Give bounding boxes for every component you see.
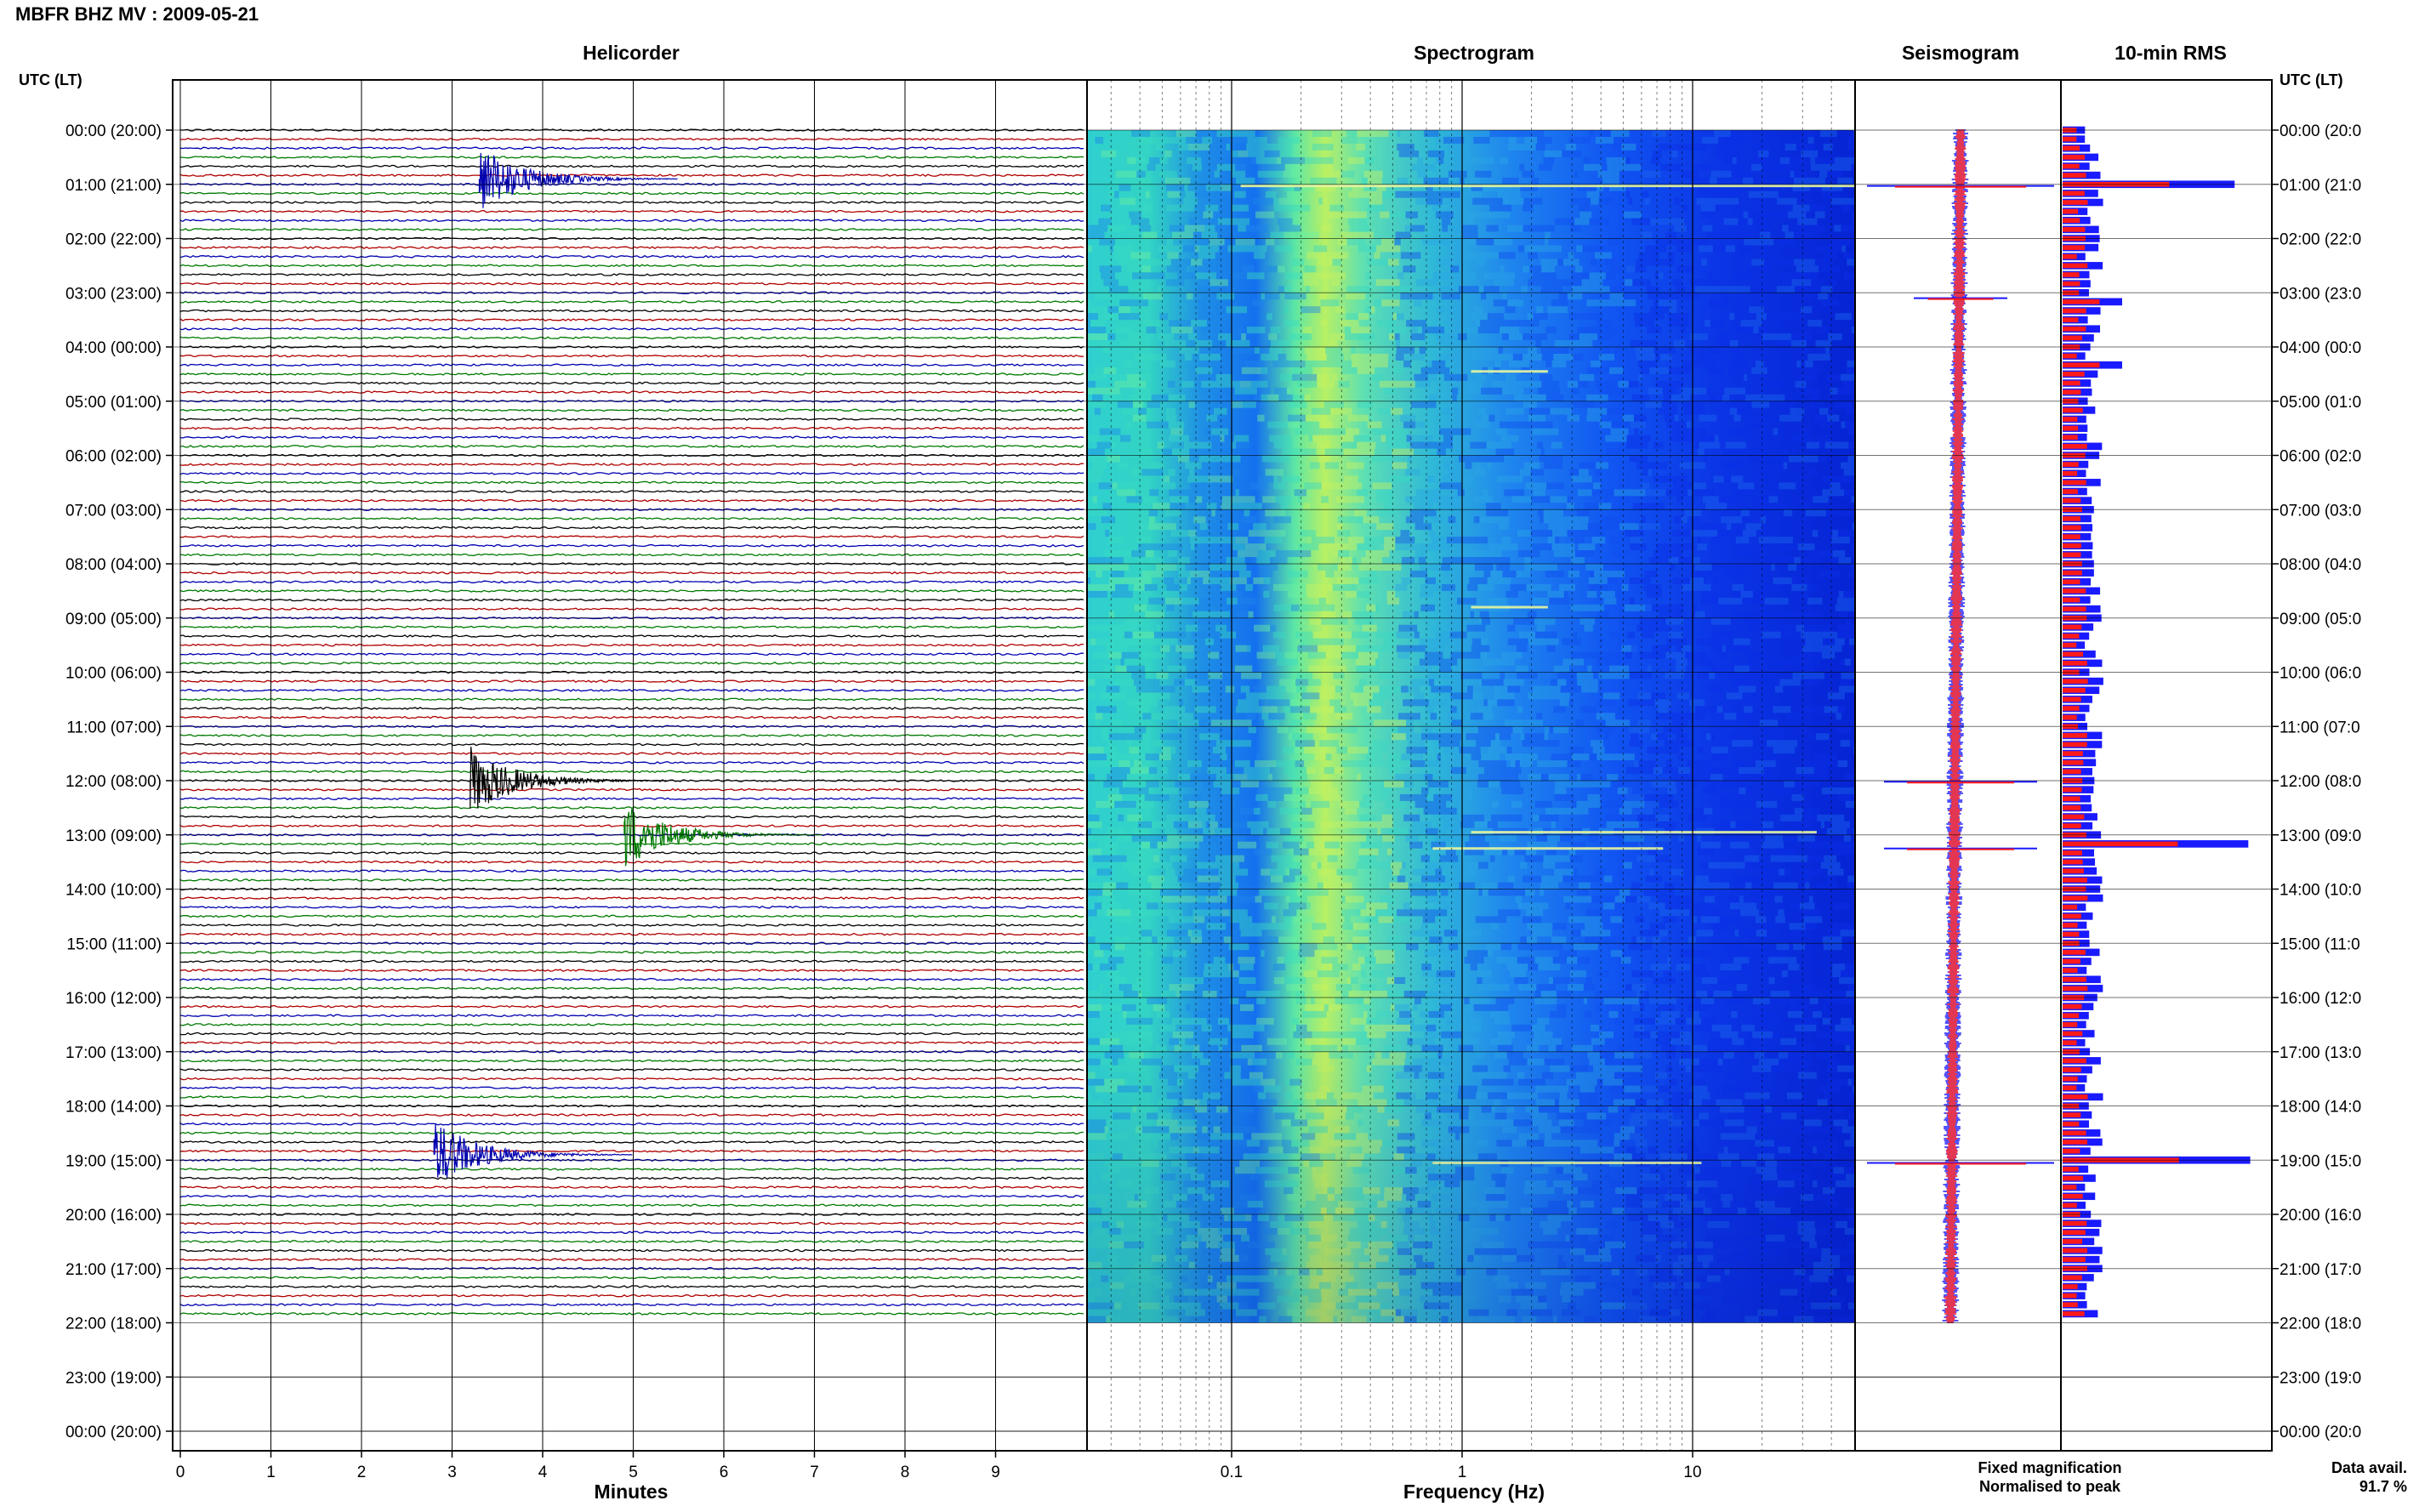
minute-tick-labels: 0 1 2 3 4 5 6 7 8 9: [176, 1451, 1000, 1481]
helicorder-traces: [179, 128, 1084, 1316]
left-time-label: 21:00 (17:00): [65, 1261, 162, 1279]
left-time-label: 01:00 (21:00): [65, 177, 162, 195]
frequency-tick-label: 10: [1683, 1464, 1701, 1481]
right-time-label: 14:00 (10:0: [2280, 882, 2361, 900]
right-time-label: 22:00 (18:0: [2280, 1316, 2361, 1333]
minute-tick-label: 9: [991, 1464, 1000, 1481]
helicorder-title: Helicorder: [583, 42, 680, 64]
minute-tick-label: 1: [266, 1464, 276, 1481]
right-time-label: 12:00 (08:0: [2280, 773, 2361, 791]
panel-frames: [172, 79, 2273, 1452]
left-time-label: 12:00 (08:00): [65, 773, 162, 791]
left-time-label: 15:00 (11:00): [66, 935, 162, 953]
right-time-axis-title: UTC (LT): [2280, 71, 2343, 88]
left-time-label: 20:00 (16:00): [65, 1207, 162, 1225]
left-time-label: 00:00 (20:00): [65, 1424, 162, 1441]
frequency-tick-label: 1: [1458, 1464, 1467, 1481]
data-availability-value: 91.7 %: [2359, 1478, 2407, 1495]
right-time-label: 21:00 (17:0: [2280, 1261, 2361, 1279]
minute-tick-label: 7: [810, 1464, 819, 1481]
right-time-label: 00:00 (20:0: [2280, 1424, 2361, 1441]
left-time-label: 06:00 (02:00): [65, 448, 162, 466]
minute-tick-label: 6: [720, 1464, 729, 1481]
frequency-tick-label: 0.1: [1221, 1464, 1243, 1481]
left-time-label: 00:00 (20:00): [65, 122, 162, 140]
left-time-label: 08:00 (04:00): [65, 556, 162, 574]
left-time-label: 13:00 (09:00): [65, 827, 162, 845]
minute-tick-label: 2: [357, 1464, 367, 1481]
left-time-label: 18:00 (14:00): [65, 1099, 162, 1117]
right-time-label: 04:00 (00:0: [2280, 339, 2361, 357]
left-time-label: 17:00 (13:00): [65, 1044, 162, 1062]
left-time-label: 07:00 (03:00): [65, 502, 162, 520]
left-time-label: 19:00 (15:00): [65, 1152, 162, 1170]
right-time-label: 02:00 (22:0: [2280, 231, 2361, 249]
right-time-label: 13:00 (09:0: [2280, 827, 2361, 845]
legend-fixed-magnification: Fixed magnification: [1978, 1459, 2121, 1476]
right-time-label: 11:00 (07:0: [2280, 719, 2360, 736]
minute-tick-label: 3: [447, 1464, 457, 1481]
left-time-label: 16:00 (12:00): [65, 990, 162, 1008]
left-time-label: 05:00 (01:00): [65, 394, 162, 412]
right-time-label: 17:00 (13:0: [2280, 1044, 2361, 1062]
right-time-label: 18:00 (14:0: [2280, 1099, 2361, 1117]
minute-tick-label: 4: [538, 1464, 548, 1481]
right-time-label: 01:00 (21:0: [2280, 177, 2361, 195]
right-time-label: 00:00 (20:0: [2280, 122, 2361, 140]
rms-bar-plot: [2063, 126, 2251, 1318]
right-time-label: 03:00 (23:0: [2280, 285, 2361, 303]
right-time-labels: 00:00 (20:0 01:00 (21:0 02:00 (22:0 03:00 (…: [2272, 122, 2361, 1441]
left-time-labels: 00:00 (20:00) 01:00 (21:00) 02:00 (22:00) 0…: [65, 122, 173, 1441]
left-time-axis-title: UTC (LT): [19, 71, 83, 88]
right-time-label: 09:00 (05:0: [2280, 611, 2361, 628]
seismogram-title: Seismogram: [1902, 42, 2019, 64]
minute-tick-label: 0: [176, 1464, 185, 1481]
left-time-label: 11:00 (07:00): [66, 719, 162, 736]
right-time-label: 05:00 (01:0: [2280, 394, 2361, 412]
spectrogram-x-axis-title: Frequency (Hz): [1403, 1481, 1545, 1503]
legend-normalised-to-peak: Normalised to peak: [1979, 1478, 2121, 1495]
left-time-label: 09:00 (05:00): [65, 611, 162, 628]
minute-tick-label: 5: [629, 1464, 638, 1481]
minute-tick-label: 8: [901, 1464, 910, 1481]
left-time-label: 02:00 (22:00): [65, 231, 162, 249]
figure-title: MBFR BHZ MV : 2009-05-21: [15, 3, 259, 25]
right-time-label: 19:00 (15:0: [2280, 1152, 2361, 1170]
data-availability-label: Data avail.: [2331, 1459, 2407, 1476]
helicorder-frame: [172, 79, 1088, 1452]
grid-lines: [173, 80, 2272, 1451]
right-time-label: 23:00 (19:0: [2280, 1369, 2361, 1387]
right-time-label: 16:00 (12:0: [2280, 990, 2361, 1008]
right-time-label: 15:00 (11:0: [2280, 935, 2360, 953]
left-time-label: 22:00 (18:00): [65, 1316, 162, 1333]
right-time-label: 06:00 (02:0: [2280, 448, 2361, 466]
seismogram-plot: [1867, 129, 2054, 1323]
right-time-label: 10:00 (06:0: [2280, 665, 2361, 683]
left-time-label: 14:00 (10:00): [65, 882, 162, 900]
right-time-label: 07:00 (03:0: [2280, 502, 2361, 520]
left-time-label: 23:00 (19:00): [65, 1369, 162, 1387]
left-time-label: 03:00 (23:00): [65, 285, 162, 303]
left-time-label: 10:00 (06:00): [65, 665, 162, 683]
rms-title: 10-min RMS: [2114, 42, 2227, 64]
right-time-label: 08:00 (04:0: [2280, 556, 2361, 574]
rms-frame: [2060, 79, 2273, 1452]
right-time-label: 20:00 (16:0: [2280, 1207, 2361, 1225]
spectrogram-title: Spectrogram: [1414, 42, 1534, 64]
left-time-label: 04:00 (00:00): [65, 339, 162, 357]
helicorder-x-axis-title: Minutes: [595, 1481, 669, 1503]
frequency-tick-labels: 0.1 1 10: [1221, 1451, 1702, 1481]
